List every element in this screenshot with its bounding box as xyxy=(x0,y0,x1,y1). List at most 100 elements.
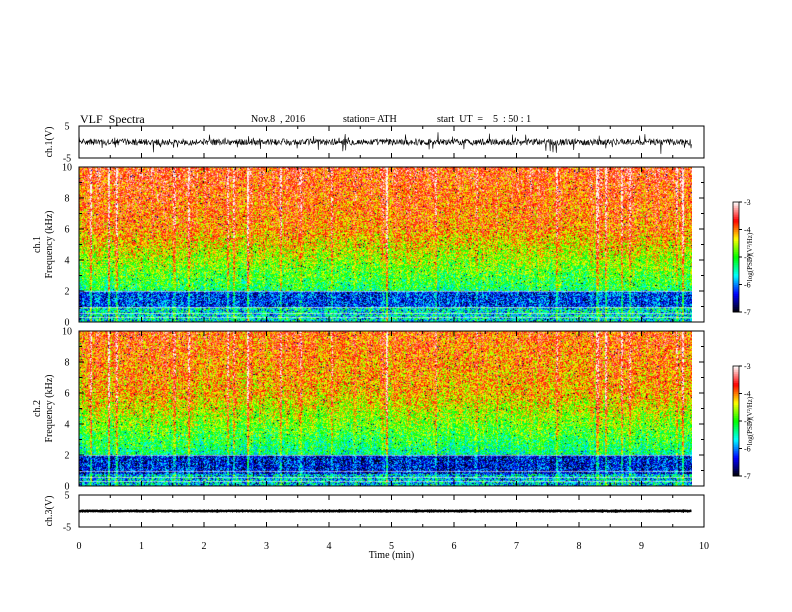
y-axis-label: ch.1(V) xyxy=(44,127,55,158)
colorbar-segment xyxy=(733,203,739,207)
colorbar-segment xyxy=(733,242,739,245)
colorbar-segment xyxy=(733,402,739,405)
colorbar-segment xyxy=(733,463,739,466)
colorbar-segment xyxy=(733,424,739,427)
colorbar-segment xyxy=(733,417,739,420)
colorbar-segment xyxy=(733,297,739,300)
colorbar-segment xyxy=(733,233,739,236)
colorbar-segment xyxy=(733,371,739,374)
colorbar-segment xyxy=(733,395,739,398)
date-label: Nov.8 , 2016 xyxy=(251,114,306,125)
colorbar-segment xyxy=(733,302,739,306)
colorbar-segment xyxy=(733,225,739,229)
colorbar-segment xyxy=(733,404,739,407)
colorbar-segment xyxy=(733,413,739,416)
colorbar-segment xyxy=(733,446,739,449)
figure-title: VLF Spectra xyxy=(80,112,145,126)
colorbar-segment xyxy=(733,266,739,269)
x-tick-label: 7 xyxy=(514,541,519,552)
colorbar-segment xyxy=(733,209,739,212)
colorbar-segment xyxy=(733,280,739,284)
colorbar-segment xyxy=(733,450,739,453)
colorbar-segment xyxy=(733,269,739,273)
spectrogram-image-1 xyxy=(79,167,692,322)
y-axis-label-channel: ch.2 xyxy=(32,400,43,417)
colorbar-segment xyxy=(733,388,739,391)
colorbar-segment xyxy=(733,367,739,371)
colorbar-tick-label: -4 xyxy=(744,226,751,235)
colorbar-segment xyxy=(733,220,739,223)
colorbar-segment xyxy=(733,437,739,440)
colorbar-segment xyxy=(733,389,739,393)
colorbar-segment xyxy=(733,288,739,291)
start-ut-label: start UT = 5 : 50 : 1 xyxy=(437,114,532,125)
colorbar-segment xyxy=(733,308,739,311)
x-tick-label: 1 xyxy=(139,541,144,552)
y-tick-label: -5 xyxy=(63,523,71,534)
colorbar-segment xyxy=(733,419,739,422)
colorbar-segment xyxy=(733,397,739,400)
x-axis-label: Time (min) xyxy=(369,550,414,561)
colorbar-segment xyxy=(733,253,739,256)
colorbar-tick-label: -3 xyxy=(744,362,751,371)
colorbar-label: log(PSD)(V²/Hz) xyxy=(746,232,754,281)
colorbar-segment xyxy=(733,411,739,415)
colorbar-segment xyxy=(733,222,739,225)
y-tick-label: 4 xyxy=(65,420,70,431)
colorbar-segment xyxy=(733,271,739,274)
colorbar-segment xyxy=(733,459,739,462)
y-tick-label: 4 xyxy=(65,256,70,267)
colorbar-segment xyxy=(733,214,739,218)
colorbar-segment xyxy=(733,216,739,219)
x-tick-label: 8 xyxy=(577,541,582,552)
colorbar-segment xyxy=(733,299,739,302)
colorbar-segment xyxy=(733,468,739,471)
colorbar-segment xyxy=(733,262,739,265)
colorbar-segment xyxy=(733,304,739,307)
colorbar-segment xyxy=(733,227,739,230)
colorbar-segment xyxy=(733,310,739,313)
colorbar-segment xyxy=(733,207,739,210)
colorbar-segment xyxy=(733,474,739,477)
colorbar-segment xyxy=(733,430,739,433)
colorbar-segment xyxy=(733,377,739,380)
colorbar-segment xyxy=(733,275,739,278)
colorbar-segment xyxy=(733,470,739,473)
y-tick-label: 5 xyxy=(65,491,70,502)
colorbar-segment xyxy=(733,428,739,431)
colorbar-segment xyxy=(733,410,739,413)
colorbar-segment xyxy=(733,293,739,296)
colorbar-segment xyxy=(733,249,739,252)
colorbar-segment xyxy=(733,393,739,396)
colorbar-tick-label: -5 xyxy=(744,253,751,262)
colorbar-segment xyxy=(733,466,739,470)
colorbar-segment xyxy=(733,273,739,276)
y-tick-label: 8 xyxy=(65,194,70,205)
colorbar-label: log(PSD)(V²/Hz) xyxy=(746,396,754,445)
colorbar-segment xyxy=(733,240,739,243)
colorbar-segment xyxy=(733,384,739,387)
spectrogram-image-2 xyxy=(79,331,692,486)
x-tick-label: 10 xyxy=(699,541,709,552)
x-tick-label: 4 xyxy=(327,541,332,552)
colorbar-segment xyxy=(733,260,739,263)
colorbar-segment xyxy=(733,277,739,280)
colorbar-segment xyxy=(733,408,739,411)
x-tick-label: 9 xyxy=(639,541,644,552)
colorbar-tick-label: -6 xyxy=(744,445,751,454)
waveform-line-3 xyxy=(78,508,692,514)
y-tick-label: 10 xyxy=(62,327,72,338)
colorbar-segment xyxy=(733,448,739,451)
y-axis-label: Frequency (kHz) xyxy=(44,210,55,278)
colorbar-segment xyxy=(733,465,739,468)
y-axis-label-channel: ch.1 xyxy=(32,236,43,253)
colorbar-segment xyxy=(733,435,739,438)
colorbar-segment xyxy=(733,452,739,455)
colorbar-segment xyxy=(733,373,739,376)
colorbar-tick-label: -4 xyxy=(744,390,751,399)
y-tick-label: 2 xyxy=(65,451,70,462)
colorbar-segment xyxy=(733,229,739,232)
y-tick-label: 0 xyxy=(65,482,70,493)
y-tick-label: 0 xyxy=(65,318,70,329)
y-tick-label: 6 xyxy=(65,389,70,400)
